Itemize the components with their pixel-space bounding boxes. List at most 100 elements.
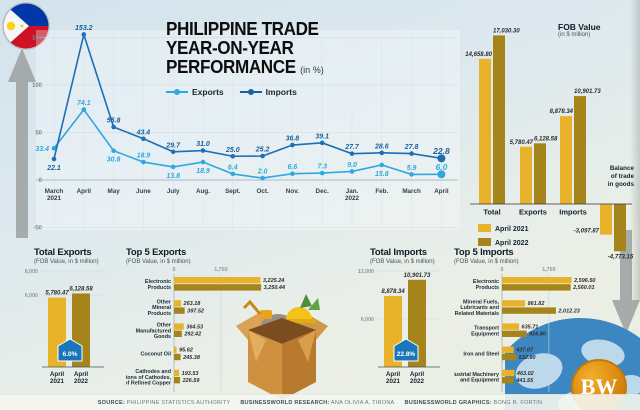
imports-series: 22.1 153.2 55.8 43.4 29.7 31.0 25.0 25.2 36.8 39.… <box>46 25 450 172</box>
fob-chart-title: FOB Value <box>558 22 601 32</box>
bar <box>174 346 177 353</box>
x-axis-month-label: Oct. <box>256 188 268 195</box>
value-label: 0 <box>501 267 504 273</box>
value-label: April <box>74 371 89 378</box>
yoy-line-chart: 150 100 50 0 -50 March 2021 April May June July Aug… <box>32 25 460 232</box>
footer-credits: SOURCE: PHILIPPINE STATISTICS AUTHORITY … <box>0 394 640 410</box>
data-point <box>200 148 206 153</box>
value-label: 2022 <box>74 378 89 385</box>
value-label: 916.80 <box>529 332 546 338</box>
title-line-3: PERFORMANCE (in %) <box>166 57 324 77</box>
value-label: 27.7 <box>344 144 360 151</box>
top5-exports-block: Top 5 Exports (FOB Value, in $ million) … <box>114 247 314 400</box>
data-point <box>379 162 385 168</box>
value-label: 25.0 <box>225 147 240 154</box>
value-label: of Refined Copper <box>126 381 172 387</box>
value-label: 15.8 <box>375 171 389 178</box>
export-goods-box-graphic <box>236 294 328 400</box>
value-label: 14,658.80 <box>465 52 492 58</box>
value-label: 193.53 <box>182 371 199 377</box>
value-label: 2,596.50 <box>573 278 595 284</box>
value-label: -4,773.15 <box>608 254 634 260</box>
top5-imports-block: Top 5 Imports (FOB Value, in $ million) … <box>447 247 640 400</box>
value-label: 28.6 <box>374 143 389 150</box>
gray-up-arrow-icon <box>8 48 36 238</box>
data-point <box>81 107 87 112</box>
value-label: Electronic <box>145 279 171 285</box>
value-label: 2,560.01 <box>572 285 594 291</box>
legend-exports: Exports <box>166 87 224 97</box>
value-label: 441.55 <box>515 378 534 384</box>
data-point <box>319 140 325 146</box>
value-label: 18.9 <box>196 168 210 175</box>
value-label: 5,780.47 <box>510 140 534 146</box>
value-label: April <box>386 371 401 378</box>
value-label: 0 <box>39 178 43 184</box>
bar <box>174 300 182 307</box>
bar <box>574 96 586 204</box>
bar <box>174 330 182 337</box>
growth-badge <box>393 338 419 362</box>
value-label: Imports <box>559 208 587 217</box>
value-label: 6,000 <box>25 293 38 299</box>
x-axis-month-label: July <box>167 188 180 195</box>
legend-imports-label: Imports <box>265 87 297 97</box>
x-axis-month-label: April <box>77 188 92 195</box>
value-label: 22.8 <box>432 146 450 156</box>
legend-exports-label: Exports <box>192 87 224 97</box>
value-label: 55.8 <box>107 117 121 124</box>
bar <box>502 284 571 291</box>
value-label: 39.1 <box>315 133 329 140</box>
value-label: Mineral Fuels, <box>463 299 499 305</box>
value-label: April 2022 <box>495 240 529 247</box>
value-label: 43.4 <box>136 129 151 136</box>
value-label: 12,000 <box>358 269 374 275</box>
value-label: -50 <box>33 226 42 232</box>
value-label: 1,750 <box>214 267 227 273</box>
value-label: 2,012.23 <box>557 308 579 314</box>
page-title: PHILIPPINE TRADE YEAR-ON-YEAR PERFORMANC… <box>166 20 366 97</box>
value-label: 100 <box>32 83 43 89</box>
value-label: 8,878.34 <box>550 109 574 115</box>
value-label: -3,097.87 <box>574 229 600 235</box>
value-label: Products <box>148 311 171 317</box>
data-point <box>290 142 295 148</box>
bar <box>174 377 181 384</box>
value-label: 6,128.58 <box>69 286 93 292</box>
value-label: 33.4 <box>35 146 49 153</box>
x-axis-month-label: Aug. <box>196 188 210 195</box>
value-label: Cathodes and <box>135 369 171 375</box>
value-label: 0 <box>173 267 176 273</box>
top5-imports-subtitle: (FOB Value, in $ million) <box>454 259 519 265</box>
bar <box>174 369 180 377</box>
graphics-credit: BUSINESSWORLD GRAPHICS: BONG R. FORTIN <box>404 399 543 406</box>
value-label: 532.80 <box>519 355 536 361</box>
fob-chart-subtitle: (in $ million) <box>558 32 591 38</box>
value-label: Coconut Oil <box>140 352 171 358</box>
unit-suffix: (in %) <box>300 65 324 76</box>
value-label: 31.0 <box>196 141 210 148</box>
total-exports-title: Total Exports <box>34 247 92 258</box>
value-label: Products <box>476 285 499 291</box>
total-imports-block: Total Imports (FOB Value, in $ million) … <box>356 247 462 392</box>
data-point <box>141 136 146 142</box>
right-edge-shading <box>630 0 640 300</box>
bar <box>174 307 185 314</box>
fob-chart-header: FOB Value (in $ million) <box>558 22 638 38</box>
data-point <box>141 159 146 165</box>
x-axis-month-label: June <box>136 188 151 195</box>
value-label: 9.0 <box>347 162 357 169</box>
value-label: 22.8% <box>397 351 416 358</box>
total-imports-subtitle: (FOB Value, in $ million) <box>370 259 435 265</box>
value-label: 36.8 <box>286 136 300 143</box>
data-point <box>170 164 176 170</box>
data-point <box>260 153 265 159</box>
value-label: Iron and Steel <box>463 352 499 358</box>
bar <box>502 300 526 307</box>
bar <box>560 116 572 204</box>
total-imports-title: Total Imports <box>370 247 427 258</box>
data-point <box>170 149 176 155</box>
data-point <box>349 169 355 174</box>
